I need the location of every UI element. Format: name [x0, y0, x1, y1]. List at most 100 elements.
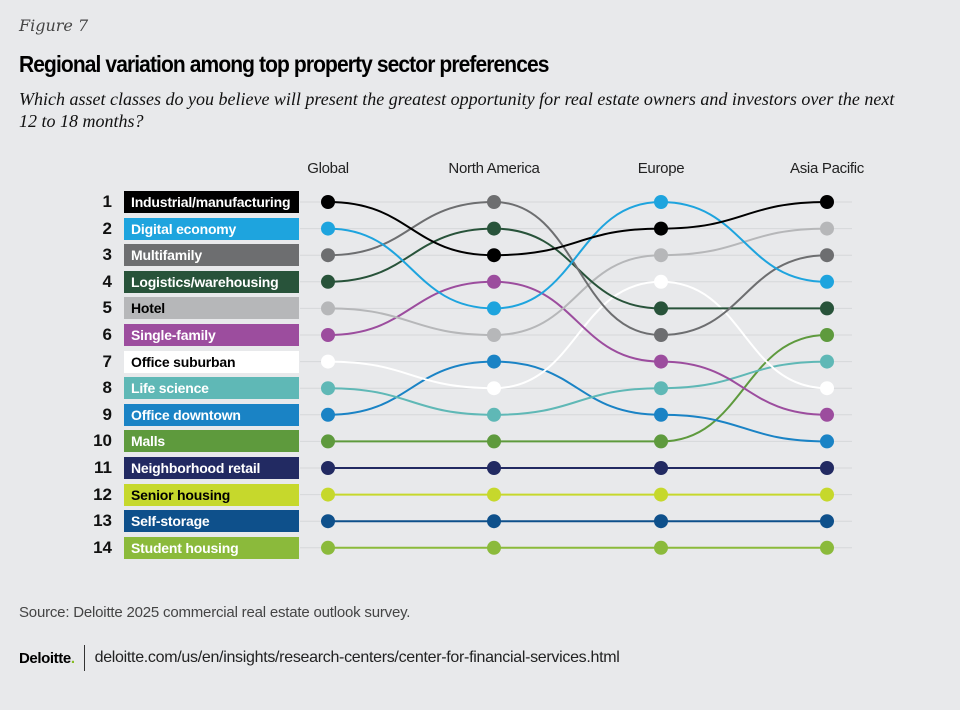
- rank-dot: [321, 301, 335, 316]
- rank-dot: [654, 328, 668, 342]
- series-line-segment: [660, 254, 828, 336]
- rank-label: 2: [102, 218, 112, 238]
- series-line-segment: [660, 360, 828, 416]
- series-line-segment: [327, 307, 495, 336]
- rank-dot: [820, 221, 834, 236]
- series-line-segment: [327, 387, 495, 416]
- column-header: Europe: [637, 160, 685, 177]
- chart-subtitle: Which asset classes do you believe will …: [19, 89, 895, 131]
- rank-dot: [820, 434, 834, 449]
- rank-dot: [321, 514, 335, 529]
- series-line-segment: [327, 360, 495, 416]
- rank-label: 8: [102, 378, 112, 398]
- rank-label: 13: [93, 511, 112, 531]
- rank-dot: [820, 407, 834, 422]
- series-line-segment: [493, 280, 662, 390]
- gridlines: [300, 201, 852, 549]
- rank-dot: [654, 301, 668, 316]
- rank-dot: [654, 487, 668, 502]
- series-line-segment: [493, 201, 662, 310]
- category-label: Single-family: [124, 324, 299, 346]
- series-line-segment: [660, 413, 828, 443]
- rank-dot: [654, 195, 668, 209]
- rank-dot: [321, 487, 335, 502]
- rank-dot: [654, 221, 668, 236]
- series-line-segment: [660, 280, 828, 390]
- rank-label: 3: [102, 245, 112, 265]
- category-label: Multifamily: [124, 244, 299, 267]
- logo-text: Deloitte: [19, 649, 71, 667]
- rank-dot: [487, 540, 501, 555]
- rank-dot: [487, 461, 501, 475]
- figure-label: Figure 7: [19, 16, 89, 35]
- rank-dot: [654, 407, 668, 422]
- series-line-segment: [493, 201, 662, 336]
- rank-dot: [487, 301, 501, 316]
- category-label: Logistics/warehousing: [124, 270, 299, 293]
- footer: Deloitte. deloitte.com/us/en/insights/re…: [19, 645, 620, 671]
- rank-dot: [321, 328, 335, 342]
- rank-dot: [321, 248, 335, 263]
- rank-label: 7: [102, 351, 112, 371]
- category-label: Office suburban: [124, 350, 299, 373]
- category-label: Office downtown: [124, 403, 299, 426]
- rank-dot: [487, 381, 501, 396]
- category-label: Industrial/manufacturing: [124, 191, 299, 213]
- rank-dot: [487, 328, 501, 342]
- series-line-segment: [493, 227, 662, 257]
- series-line-segment: [327, 280, 495, 336]
- rank-dot: [654, 514, 668, 529]
- column-header: Asia Pacific: [790, 160, 864, 177]
- series-dots: [321, 195, 834, 555]
- rank-dot: [820, 248, 834, 263]
- category-label: Neighborhood retail: [124, 457, 299, 479]
- rank-dot: [820, 540, 834, 555]
- category-label: Digital economy: [124, 217, 299, 240]
- rank-dot: [487, 407, 501, 422]
- column-header: Global: [307, 160, 349, 177]
- rank-label: 12: [93, 484, 112, 504]
- rank-dot: [321, 195, 335, 209]
- rank-label: 11: [94, 458, 112, 477]
- rank-dot: [654, 540, 668, 555]
- rank-dot: [654, 274, 668, 289]
- rank-label: 14: [93, 537, 112, 557]
- series-line-segment: [327, 227, 495, 310]
- category-label: Hotel: [124, 297, 299, 320]
- chart-title: Regional variation among top property se…: [19, 52, 549, 78]
- series-line-segment: [493, 254, 662, 336]
- rank-dot: [321, 221, 335, 236]
- series-line-segment: [660, 201, 828, 230]
- rank-dot: [321, 407, 335, 422]
- rank-dot: [820, 514, 834, 529]
- rank-dot: [487, 487, 501, 502]
- rank-dot: [321, 274, 335, 289]
- rank-dot: [820, 274, 834, 289]
- rank-dot: [321, 354, 335, 369]
- rank-dot: [321, 434, 335, 449]
- rank-dot: [820, 487, 834, 502]
- rank-label: 6: [102, 325, 112, 344]
- rank-dot: [487, 221, 501, 236]
- series-line-segment: [493, 360, 662, 416]
- rank-dot: [654, 248, 668, 263]
- rank-dot: [654, 354, 668, 369]
- rank-dot: [820, 381, 834, 396]
- rank-dot: [487, 354, 501, 369]
- series-line-segment: [327, 227, 495, 283]
- rank-dot: [487, 248, 501, 263]
- rank-label: 9: [102, 404, 112, 424]
- deloitte-logo: Deloitte.: [19, 650, 75, 667]
- category-label: Malls: [124, 430, 299, 453]
- source-note: Source: Deloitte 2025 commercial real es…: [19, 604, 411, 621]
- rank-dot: [820, 461, 834, 475]
- category-label: Senior housing: [124, 483, 299, 506]
- series-line-segment: [493, 387, 662, 416]
- rank-dot: [487, 434, 501, 449]
- footer-url-link[interactable]: deloitte.com/us/en/insights/research-cen…: [94, 649, 620, 666]
- series-line-segment: [327, 360, 495, 390]
- logo-dot: .: [70, 649, 75, 667]
- rank-label: 10: [93, 431, 112, 451]
- rank-dot: [321, 381, 335, 396]
